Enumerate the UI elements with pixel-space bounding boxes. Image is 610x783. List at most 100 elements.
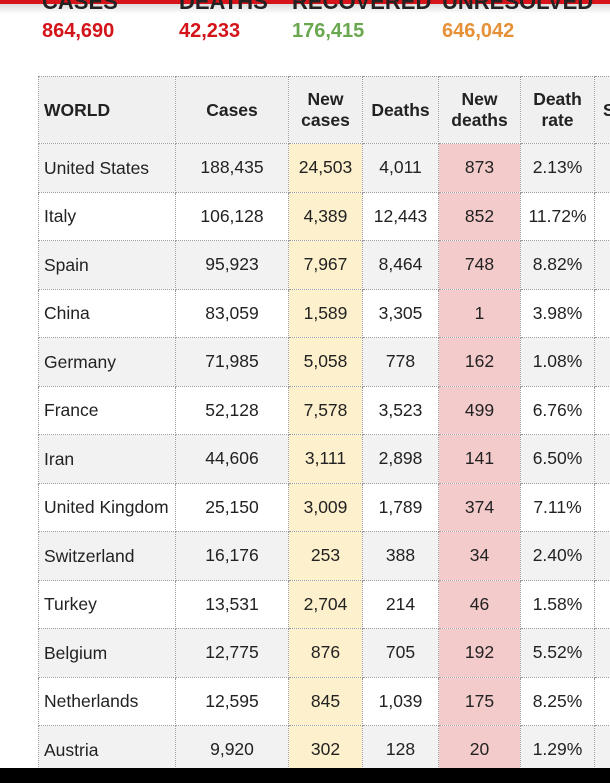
new-deaths-cell: 1 bbox=[438, 288, 521, 338]
truncated-cell bbox=[594, 579, 610, 629]
cases-cell: 106,128 bbox=[175, 191, 289, 241]
country-table: WORLD Cases New cases Deaths New deaths Death… bbox=[38, 76, 610, 775]
new-deaths-cell: 499 bbox=[438, 385, 521, 435]
deaths-cell: 2,898 bbox=[362, 434, 439, 484]
new-cases-cell: 876 bbox=[288, 628, 363, 678]
truncated-cell bbox=[594, 434, 610, 484]
truncated-cell bbox=[594, 240, 610, 290]
new-deaths-cell: 162 bbox=[438, 337, 521, 387]
new-cases-cell: 302 bbox=[288, 725, 363, 775]
deaths-cell: 128 bbox=[362, 725, 439, 775]
new-deaths-cell: 192 bbox=[438, 628, 521, 678]
cases-cell: 13,531 bbox=[175, 579, 289, 629]
new-cases-cell: 4,389 bbox=[288, 191, 363, 241]
stat-deaths: DEATHS 42,233 bbox=[179, 0, 268, 43]
new-cases-cell: 7,578 bbox=[288, 385, 363, 435]
deaths-cell: 4,011 bbox=[362, 143, 439, 193]
table-header-row: WORLD Cases New cases Deaths New deaths Death… bbox=[38, 76, 610, 144]
stat-label: UNRESOLVED bbox=[442, 0, 594, 14]
column-header[interactable]: Deaths bbox=[362, 76, 439, 144]
country-name-cell: Netherlands bbox=[38, 676, 176, 726]
new-cases-cell: 3,111 bbox=[288, 434, 363, 484]
stat-cases: CASES 864,690 bbox=[42, 0, 118, 43]
column-header[interactable]: New cases bbox=[288, 76, 363, 144]
new-deaths-cell: 20 bbox=[438, 725, 521, 775]
table-row[interactable]: France 52,128 7,578 3,523 499 6.76% bbox=[38, 385, 610, 435]
death-rate-cell: 2.13% bbox=[520, 143, 595, 193]
column-header[interactable]: Cases bbox=[175, 76, 289, 144]
top-accent-bar bbox=[0, 0, 610, 4]
new-cases-cell: 253 bbox=[288, 531, 363, 581]
death-rate-cell: 7.11% bbox=[520, 482, 595, 532]
new-deaths-cell: 374 bbox=[438, 482, 521, 532]
table-row[interactable]: Iran 44,606 3,111 2,898 141 6.50% bbox=[38, 434, 610, 484]
table-row[interactable]: Austria 9,920 302 128 20 1.29% bbox=[38, 725, 610, 775]
new-deaths-cell: 141 bbox=[438, 434, 521, 484]
stat-recovered: RECOVERED 176,415 bbox=[292, 0, 431, 43]
death-rate-cell: 1.08% bbox=[520, 337, 595, 387]
cases-cell: 188,435 bbox=[175, 143, 289, 193]
cases-cell: 25,150 bbox=[175, 482, 289, 532]
column-header[interactable]: S C bbox=[594, 76, 610, 144]
cases-cell: 83,059 bbox=[175, 288, 289, 338]
stat-unresolved: UNRESOLVED 646,042 bbox=[442, 0, 593, 43]
death-rate-cell: 2.40% bbox=[520, 531, 595, 581]
new-cases-cell: 845 bbox=[288, 676, 363, 726]
country-name-cell: Iran bbox=[38, 434, 176, 484]
cases-cell: 44,606 bbox=[175, 434, 289, 484]
country-name-cell: Spain bbox=[38, 240, 176, 290]
cases-cell: 12,595 bbox=[175, 676, 289, 726]
stat-label: CASES bbox=[42, 0, 118, 14]
table-row[interactable]: China 83,059 1,589 3,305 1 3.98% bbox=[38, 288, 610, 338]
column-header[interactable]: New deaths bbox=[438, 76, 521, 144]
country-name-cell: Turkey bbox=[38, 579, 176, 629]
table-row[interactable]: Spain 95,923 7,967 8,464 748 8.82% bbox=[38, 240, 610, 290]
cases-cell: 9,920 bbox=[175, 725, 289, 775]
table-row[interactable]: Belgium 12,775 876 705 192 5.52% bbox=[38, 628, 610, 678]
country-name-cell: Germany bbox=[38, 337, 176, 387]
truncated-cell bbox=[594, 143, 610, 193]
new-cases-cell: 1,589 bbox=[288, 288, 363, 338]
column-header[interactable]: WORLD bbox=[38, 76, 176, 144]
death-rate-cell: 5.52% bbox=[520, 628, 595, 678]
truncated-cell bbox=[594, 288, 610, 338]
new-cases-cell: 5,058 bbox=[288, 337, 363, 387]
table-row[interactable]: Switzerland 16,176 253 388 34 2.40% bbox=[38, 531, 610, 581]
death-rate-cell: 11.72% bbox=[520, 191, 595, 241]
cases-cell: 12,775 bbox=[175, 628, 289, 678]
header-shadow bbox=[0, 4, 610, 14]
new-cases-cell: 3,009 bbox=[288, 482, 363, 532]
new-cases-cell: 2,704 bbox=[288, 579, 363, 629]
death-rate-cell: 6.50% bbox=[520, 434, 595, 484]
deaths-cell: 214 bbox=[362, 579, 439, 629]
deaths-cell: 12,443 bbox=[362, 191, 439, 241]
country-name-cell: China bbox=[38, 288, 176, 338]
death-rate-cell: 1.29% bbox=[520, 725, 595, 775]
stat-label: DEATHS bbox=[179, 0, 268, 14]
column-header[interactable]: Death rate bbox=[520, 76, 595, 144]
table-row[interactable]: United Kingdom 25,150 3,009 1,789 374 7.11% bbox=[38, 482, 610, 532]
deaths-cell: 3,523 bbox=[362, 385, 439, 435]
country-name-cell: Switzerland bbox=[38, 531, 176, 581]
stat-value: 864,690 bbox=[42, 20, 115, 42]
table-row[interactable]: Turkey 13,531 2,704 214 46 1.58% bbox=[38, 579, 610, 629]
table-row[interactable]: Germany 71,985 5,058 778 162 1.08% bbox=[38, 337, 610, 387]
country-name-cell: Italy bbox=[38, 191, 176, 241]
truncated-cell bbox=[594, 482, 610, 532]
new-deaths-cell: 852 bbox=[438, 191, 521, 241]
truncated-cell bbox=[594, 531, 610, 581]
table-row[interactable]: Italy 106,128 4,389 12,443 852 11.72% bbox=[38, 191, 610, 241]
stat-value: 42,233 bbox=[179, 20, 241, 42]
new-cases-cell: 24,503 bbox=[288, 143, 363, 193]
table-row[interactable]: Netherlands 12,595 845 1,039 175 8.25% bbox=[38, 676, 610, 726]
truncated-cell bbox=[594, 725, 610, 775]
truncated-cell bbox=[594, 628, 610, 678]
table-row[interactable]: United States 188,435 24,503 4,011 873 2.13% bbox=[38, 143, 610, 193]
death-rate-cell: 8.82% bbox=[520, 240, 595, 290]
cases-cell: 52,128 bbox=[175, 385, 289, 435]
stat-value: 646,042 bbox=[442, 20, 515, 42]
cases-cell: 16,176 bbox=[175, 531, 289, 581]
deaths-cell: 1,789 bbox=[362, 482, 439, 532]
deaths-cell: 705 bbox=[362, 628, 439, 678]
new-deaths-cell: 873 bbox=[438, 143, 521, 193]
